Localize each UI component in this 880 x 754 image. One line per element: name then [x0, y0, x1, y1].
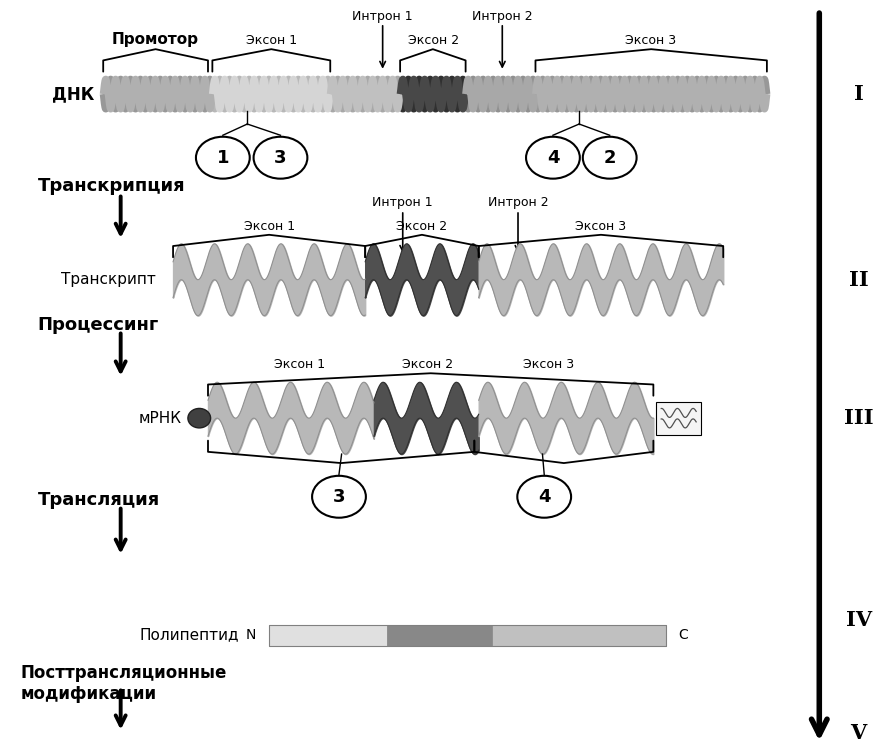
Text: ДНК: ДНК — [52, 85, 94, 103]
Text: II: II — [848, 270, 869, 290]
Ellipse shape — [583, 136, 636, 179]
Text: 3: 3 — [333, 488, 345, 506]
Text: Интрон 1: Интрон 1 — [372, 195, 433, 209]
Text: N: N — [246, 628, 256, 642]
Text: 4: 4 — [546, 149, 559, 167]
Text: 2: 2 — [604, 149, 616, 167]
Ellipse shape — [526, 136, 580, 179]
Text: III: III — [844, 408, 873, 428]
Text: Полипептид: Полипептид — [139, 628, 238, 642]
Bar — [492, 625, 666, 645]
Text: I: I — [854, 84, 863, 104]
Text: V: V — [850, 722, 867, 743]
Text: IV: IV — [846, 610, 872, 630]
Text: Эксон 2: Эксон 2 — [407, 34, 458, 47]
Text: мРНК: мРНК — [139, 411, 182, 426]
Bar — [269, 625, 387, 645]
Text: Эксон 2: Эксон 2 — [402, 358, 453, 371]
Text: Транскрипция: Транскрипция — [38, 177, 186, 195]
Text: 4: 4 — [538, 488, 551, 506]
Text: 3: 3 — [275, 149, 287, 167]
Text: Интрон 2: Интрон 2 — [472, 10, 532, 23]
Text: Эксон 1: Эксон 1 — [244, 219, 295, 232]
Text: Интрон 1: Интрон 1 — [352, 10, 413, 23]
Ellipse shape — [517, 476, 571, 518]
Text: 1: 1 — [216, 149, 229, 167]
Ellipse shape — [253, 136, 307, 179]
Text: Эксон 1: Эксон 1 — [275, 358, 326, 371]
Text: Эксон 3: Эксон 3 — [523, 358, 574, 371]
Circle shape — [188, 409, 210, 428]
Text: Эксон 3: Эксон 3 — [576, 219, 627, 232]
Ellipse shape — [312, 476, 366, 518]
Ellipse shape — [196, 136, 250, 179]
Text: Эксон 2: Эксон 2 — [396, 219, 448, 232]
Text: Интрон 2: Интрон 2 — [488, 195, 548, 209]
Text: Эксон 3: Эксон 3 — [625, 34, 677, 47]
Text: C: C — [678, 628, 687, 642]
Text: Трансляция: Трансляция — [38, 492, 160, 510]
FancyBboxPatch shape — [656, 402, 701, 434]
Text: Посттрансляционные
модификации: Посттрансляционные модификации — [20, 664, 227, 703]
Text: Эксон 1: Эксон 1 — [246, 34, 297, 47]
Text: Транскрипт: Транскрипт — [61, 272, 156, 287]
Bar — [387, 625, 492, 645]
Text: Промотор: Промотор — [112, 32, 199, 47]
Text: Процессинг: Процессинг — [38, 316, 159, 333]
